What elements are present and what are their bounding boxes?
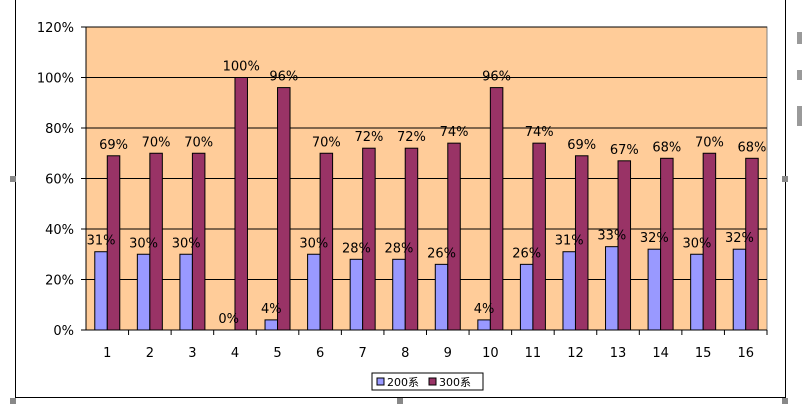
bar-200 bbox=[647, 248, 662, 331]
y-tick-label: 100% bbox=[37, 72, 74, 87]
selection-handle-bottom-left[interactable] bbox=[10, 398, 16, 404]
y-tick-label: 40% bbox=[45, 223, 74, 238]
x-tick-label: 12 bbox=[567, 346, 584, 361]
bar-200 bbox=[307, 253, 321, 331]
y-tick-label: 0% bbox=[53, 324, 74, 339]
bar-200 bbox=[732, 248, 747, 331]
y-tick-label: 80% bbox=[45, 122, 74, 137]
data-label-300: 96% bbox=[269, 70, 298, 85]
legend-box bbox=[371, 372, 484, 391]
data-label-200: 30% bbox=[129, 236, 158, 251]
bar-200 bbox=[519, 263, 534, 331]
data-label-200: 31% bbox=[87, 234, 116, 249]
bar-200 bbox=[179, 253, 193, 331]
x-tick-label: 6 bbox=[316, 346, 324, 361]
data-label-200: 31% bbox=[555, 234, 584, 249]
bar-200 bbox=[136, 253, 151, 331]
bar-200 bbox=[562, 251, 576, 331]
bar-200 bbox=[94, 251, 108, 331]
x-tick-label: 4 bbox=[231, 346, 239, 361]
data-label-200: 30% bbox=[682, 236, 711, 251]
x-tick-label: 3 bbox=[188, 346, 196, 361]
data-label-200: 30% bbox=[172, 236, 201, 251]
data-label-300: 72% bbox=[397, 130, 426, 145]
x-tick-label: 1 bbox=[103, 346, 111, 361]
edge-mark bbox=[797, 70, 802, 80]
x-tick-label: 9 bbox=[444, 346, 452, 361]
bar-200 bbox=[264, 319, 279, 331]
data-label-300: 70% bbox=[142, 135, 171, 150]
y-tick-label: 120% bbox=[37, 21, 74, 36]
x-tick-label: 15 bbox=[695, 346, 712, 361]
data-label-200: 33% bbox=[597, 229, 626, 244]
x-tick-label: 10 bbox=[482, 346, 499, 361]
bar-300 bbox=[362, 147, 376, 331]
data-label-200: 26% bbox=[512, 246, 541, 261]
bar-200 bbox=[349, 258, 364, 331]
data-label-300: 70% bbox=[312, 135, 341, 150]
x-tick-label: 2 bbox=[146, 346, 154, 361]
x-tick-label: 11 bbox=[525, 346, 542, 361]
x-tick-label: 8 bbox=[401, 346, 409, 361]
x-tick-label: 16 bbox=[737, 346, 754, 361]
data-label-200: 30% bbox=[299, 236, 328, 251]
legend-label-200: 200系 bbox=[387, 376, 419, 389]
data-label-200: 32% bbox=[640, 231, 669, 246]
legend-swatch-200 bbox=[376, 377, 385, 386]
data-label-200: 28% bbox=[342, 241, 371, 256]
data-label-300: 69% bbox=[567, 138, 596, 153]
data-label-300: 72% bbox=[354, 130, 383, 145]
x-tick-label: 13 bbox=[610, 346, 627, 361]
data-label-300: 69% bbox=[99, 138, 128, 153]
bar-300 bbox=[532, 142, 546, 331]
bar-300 bbox=[234, 77, 248, 331]
bar-200 bbox=[690, 253, 704, 331]
bar-300 bbox=[489, 87, 504, 331]
edge-mark bbox=[797, 106, 802, 126]
selection-handle-right[interactable] bbox=[782, 176, 788, 182]
data-label-300: 70% bbox=[184, 135, 213, 150]
bar-200 bbox=[434, 263, 449, 331]
data-label-300: 68% bbox=[652, 140, 681, 155]
data-label-200: 0% bbox=[218, 312, 239, 327]
y-tick-label: 60% bbox=[45, 173, 74, 188]
data-label-300: 68% bbox=[738, 140, 767, 155]
bar-300 bbox=[277, 87, 291, 331]
y-tick-label: 20% bbox=[45, 274, 74, 289]
data-label-200: 4% bbox=[474, 302, 495, 317]
legend-label-300: 300系 bbox=[439, 376, 471, 389]
data-label-300: 100% bbox=[223, 60, 260, 75]
data-label-200: 28% bbox=[385, 241, 414, 256]
data-label-300: 74% bbox=[525, 125, 554, 140]
selection-handle-bottom-right[interactable] bbox=[782, 398, 788, 404]
x-tick-label: 5 bbox=[273, 346, 281, 361]
data-label-200: 26% bbox=[427, 246, 456, 261]
x-tick-label: 14 bbox=[652, 346, 669, 361]
data-label-300: 70% bbox=[695, 135, 724, 150]
bar-300 bbox=[617, 160, 632, 331]
data-label-200: 4% bbox=[261, 302, 282, 317]
data-label-200: 32% bbox=[725, 231, 754, 246]
edge-mark bbox=[797, 32, 802, 44]
bar-300 bbox=[447, 142, 461, 331]
bar-300 bbox=[404, 147, 419, 331]
x-tick-label: 7 bbox=[359, 346, 367, 361]
bar-200 bbox=[477, 319, 491, 331]
data-label-300: 67% bbox=[610, 143, 639, 158]
selection-handle-bottom[interactable] bbox=[397, 398, 403, 404]
bar-200 bbox=[392, 258, 406, 331]
selection-handle-left[interactable] bbox=[10, 176, 16, 182]
data-label-300: 74% bbox=[440, 125, 469, 140]
data-label-300: 96% bbox=[482, 70, 511, 85]
bar-200 bbox=[605, 246, 619, 331]
legend-swatch-300 bbox=[428, 377, 437, 386]
